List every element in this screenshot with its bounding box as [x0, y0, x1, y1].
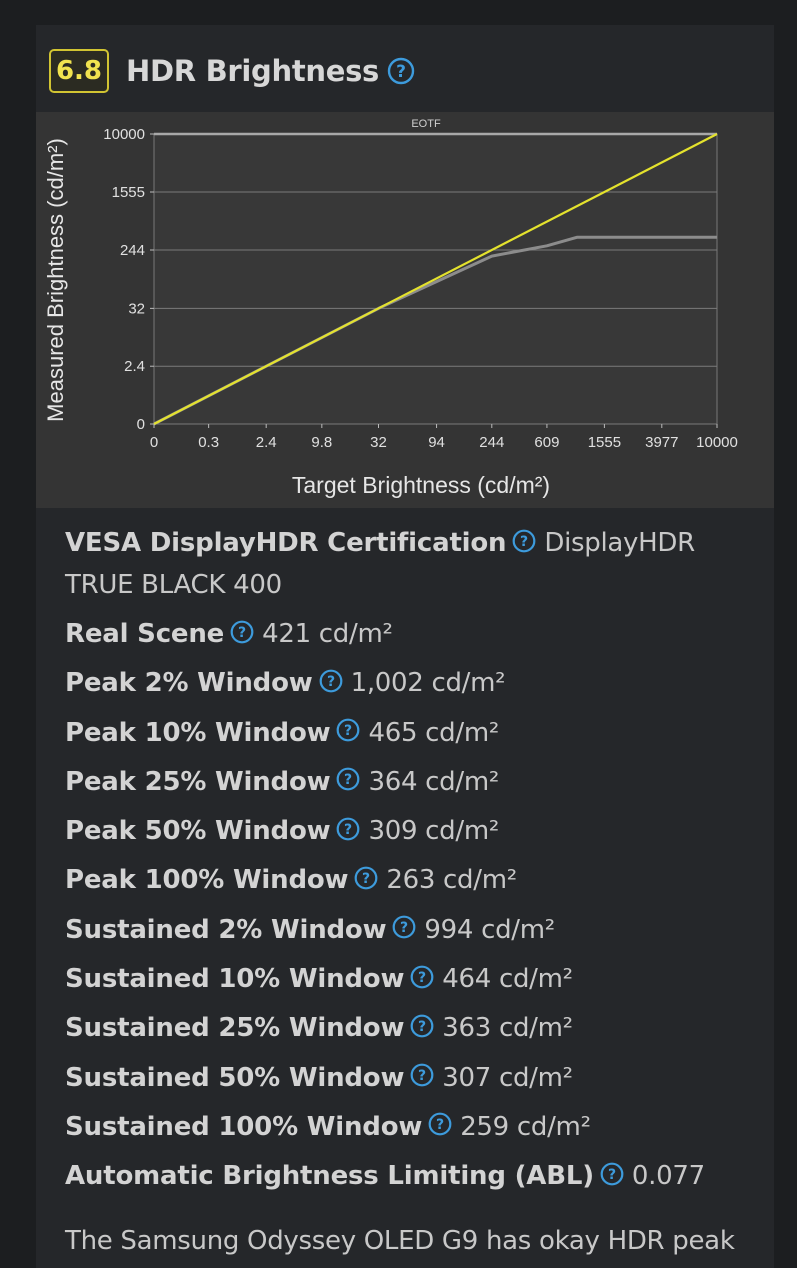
spec-label: VESA DisplayHDR Certification	[65, 528, 507, 558]
x-tick-label: 1555	[588, 434, 621, 451]
help-icon[interactable]: ?	[336, 767, 360, 791]
help-icon[interactable]: ?	[410, 965, 434, 989]
svg-text:?: ?	[238, 625, 246, 641]
svg-text:?: ?	[418, 970, 426, 986]
svg-text:?: ?	[436, 1117, 444, 1133]
help-icon[interactable]: ?	[336, 718, 360, 742]
y-tick-label: 2.4	[124, 358, 145, 375]
spec-list: VESA DisplayHDR Certification? DisplayHDR…	[65, 522, 755, 1205]
eotf-chart: 0 2.4 32 244 1555 10000 0 0.3 2.4 9.8 32 94 244 609 1…	[36, 112, 774, 508]
spec-label: Sustained 10% Window	[65, 964, 405, 995]
spec-value: 263 cd/m²	[386, 865, 517, 896]
help-icon[interactable]: ?	[319, 669, 343, 693]
section-title: HDR Brightness	[126, 54, 380, 88]
spec-label: Sustained 2% Window	[65, 914, 387, 945]
description-paragraph: The Samsung Odyssey OLED G9 has okay HDR…	[65, 1226, 735, 1256]
spec-row: Automatic Brightness Limiting (ABL)? 0.07…	[65, 1155, 755, 1197]
spec-value: 364 cd/m²	[368, 766, 499, 797]
y-tick-label: 244	[120, 242, 145, 259]
x-tick-label: 0.3	[198, 434, 219, 451]
svg-text:?: ?	[520, 534, 528, 550]
svg-text:?: ?	[396, 62, 406, 82]
x-tick-label: 244	[479, 434, 504, 451]
spec-value: 0.077	[631, 1161, 705, 1192]
help-icon[interactable]: ?	[387, 57, 415, 85]
x-tick-label: 94	[428, 434, 445, 451]
spec-value: 307 cd/m²	[442, 1062, 573, 1093]
spec-label: Sustained 50% Window	[65, 1062, 405, 1093]
spec-value: 259 cd/m²	[460, 1111, 591, 1142]
spec-row: Sustained 50% Window? 307 cd/m²	[65, 1057, 755, 1099]
help-icon[interactable]: ?	[354, 866, 378, 890]
spec-row: Sustained 100% Window? 259 cd/m²	[65, 1106, 755, 1148]
chart-title: EOTF	[411, 118, 441, 130]
spec-row: Real Scene? 421 cd/m²	[65, 613, 755, 655]
x-tick-label: 3977	[645, 434, 678, 451]
svg-text:?: ?	[344, 772, 352, 788]
x-tick-label: 32	[370, 434, 387, 451]
spec-row: VESA DisplayHDR Certification? DisplayHDR…	[65, 522, 755, 606]
help-icon[interactable]: ?	[392, 915, 416, 939]
x-tick-label: 2.4	[256, 434, 277, 451]
spec-label: Peak 25% Window	[65, 766, 331, 797]
section-header: 6.8 HDR Brightness ?	[49, 47, 415, 95]
help-icon[interactable]: ?	[336, 817, 360, 841]
hdr-brightness-card: 6.8 HDR Brightness ? 0 2.4 32 244 1555 10000 …	[36, 25, 774, 1268]
spec-label: Real Scene	[65, 619, 225, 649]
svg-text:?: ?	[608, 1167, 616, 1183]
x-tick-label: 0	[150, 434, 158, 451]
help-icon[interactable]: ?	[428, 1112, 452, 1136]
spec-label: Peak 50% Window	[65, 816, 331, 847]
spec-row: Peak 25% Window? 364 cd/m²	[65, 761, 755, 803]
help-icon[interactable]: ?	[512, 529, 536, 553]
spec-value: 465 cd/m²	[368, 717, 499, 748]
spec-value: 421 cd/m²	[262, 619, 393, 649]
spec-row: Sustained 10% Window? 464 cd/m²	[65, 958, 755, 1000]
spec-label: Peak 2% Window	[65, 668, 313, 699]
spec-value: 309 cd/m²	[368, 816, 499, 847]
x-tick-label: 9.8	[311, 434, 332, 451]
y-tick-label: 32	[128, 300, 145, 317]
spec-label: Peak 10% Window	[65, 717, 331, 748]
spec-value: 464 cd/m²	[442, 964, 573, 995]
spec-row: Peak 2% Window? 1,002 cd/m²	[65, 662, 755, 704]
y-tick-label: 1555	[112, 184, 145, 201]
y-tick-label: 0	[137, 416, 145, 433]
spec-row: Sustained 2% Window? 994 cd/m²	[65, 909, 755, 951]
svg-text:?: ?	[418, 1019, 426, 1035]
spec-value: 994 cd/m²	[424, 914, 555, 945]
spec-value: DisplayHDR TRUE BLACK 400	[65, 528, 695, 600]
target-eotf-line	[153, 133, 718, 425]
y-axis-label: Measured Brightness (cd/m²)	[43, 138, 68, 422]
spec-row: Sustained 25% Window? 363 cd/m²	[65, 1007, 755, 1049]
spec-row: Peak 50% Window? 309 cd/m²	[65, 810, 755, 852]
y-tick-label: 10000	[103, 126, 145, 143]
x-axis-label: Target Brightness (cd/m²)	[292, 472, 550, 498]
score-badge: 6.8	[49, 49, 109, 93]
spec-value: 1,002 cd/m²	[350, 668, 506, 699]
help-icon[interactable]: ?	[600, 1162, 624, 1186]
spec-label: Sustained 25% Window	[65, 1013, 405, 1044]
spec-value: 363 cd/m²	[442, 1013, 573, 1044]
spec-label: Peak 100% Window	[65, 865, 349, 896]
spec-label: Automatic Brightness Limiting (ABL)	[65, 1161, 594, 1192]
svg-text:?: ?	[344, 822, 352, 838]
spec-row: Peak 10% Window? 465 cd/m²	[65, 712, 755, 754]
spec-row: Peak 100% Window? 263 cd/m²	[65, 859, 755, 901]
help-icon[interactable]: ?	[410, 1063, 434, 1087]
svg-text:?: ?	[344, 723, 352, 739]
help-icon[interactable]: ?	[230, 620, 254, 644]
spec-label: Sustained 100% Window	[65, 1111, 423, 1142]
help-icon[interactable]: ?	[410, 1014, 434, 1038]
eotf-chart-svg: 0 2.4 32 244 1555 10000 0 0.3 2.4 9.8 32 94 244 609 1…	[43, 118, 738, 498]
x-tick-label: 10000	[696, 434, 738, 451]
svg-text:?: ?	[327, 674, 335, 690]
svg-text:?: ?	[418, 1068, 426, 1084]
svg-text:?: ?	[362, 871, 370, 887]
svg-text:?: ?	[400, 920, 408, 936]
x-tick-label: 609	[534, 434, 559, 451]
